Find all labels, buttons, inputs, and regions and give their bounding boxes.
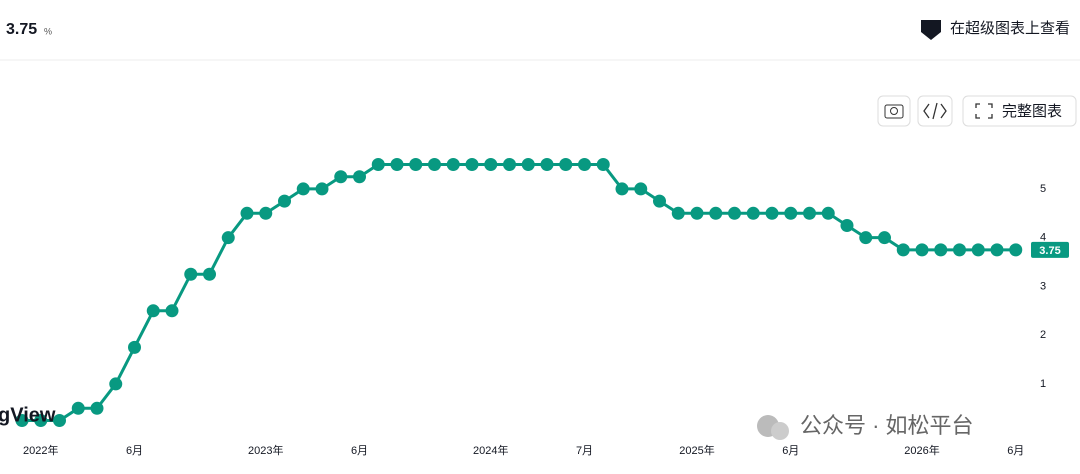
y-tick-label: 1: [1040, 378, 1046, 390]
line: [22, 163, 1016, 422]
last-value-label: 3.75: [1039, 245, 1060, 257]
last-value-badge: [1031, 241, 1069, 258]
point: [671, 206, 685, 220]
point: [821, 206, 835, 220]
point: [578, 158, 591, 172]
point: [90, 401, 104, 415]
point: [746, 206, 760, 220]
y-tick-label: 4: [1040, 232, 1046, 244]
point: [1009, 243, 1023, 257]
x-tick-label: 2025年: [679, 443, 714, 457]
point: [71, 401, 85, 415]
point: [859, 231, 873, 245]
unit: %: [44, 26, 52, 36]
camera-lens: [890, 107, 898, 115]
point: [765, 206, 779, 220]
point: [878, 231, 891, 245]
y-tick-label: 2: [1040, 329, 1046, 341]
point: [915, 243, 929, 257]
snapshot-button[interactable]: [877, 95, 911, 127]
point: [503, 158, 516, 172]
point: [203, 267, 216, 281]
point: [484, 158, 498, 172]
point: [709, 206, 723, 220]
point: [803, 206, 816, 220]
point: [371, 158, 385, 172]
point: [184, 267, 198, 281]
point: [728, 206, 741, 220]
point: [634, 182, 648, 196]
point: [428, 158, 441, 172]
y-tick-label: 5: [1040, 183, 1046, 195]
point: [296, 182, 310, 196]
point: [540, 158, 554, 172]
point: [390, 158, 404, 172]
point: [128, 340, 141, 354]
point: [409, 158, 423, 172]
point: [109, 377, 123, 391]
x-tick-label: 7月: [576, 445, 593, 457]
point: [146, 304, 160, 318]
point: [596, 158, 610, 172]
point: [465, 158, 479, 172]
point: [521, 158, 535, 172]
point: [334, 170, 348, 184]
point: [34, 413, 48, 427]
point: [840, 218, 854, 232]
x-tick-label: 2023年: [248, 443, 283, 457]
point: [953, 243, 966, 257]
x-tick-label: 6月: [351, 445, 368, 457]
point: [990, 243, 1004, 257]
open-link[interactable]: 在超级图表上查看: [950, 20, 1070, 37]
x-tick-label: 6月: [782, 445, 799, 457]
point: [240, 206, 254, 220]
point: [653, 194, 666, 208]
camera-icon: [884, 104, 904, 119]
point: [896, 243, 910, 257]
x-tick-label: 6月: [126, 445, 143, 457]
watermark-brand: gView: [0, 404, 56, 426]
x-tick-label: 6月: [1007, 445, 1024, 457]
code-icon: [923, 102, 947, 120]
point: [971, 243, 985, 257]
logo-icon: [921, 20, 941, 40]
y-tick-label: 3: [1040, 280, 1046, 292]
point: [934, 243, 948, 257]
point: [15, 413, 29, 427]
watermark-wechat: 公众号 · 如松平台: [800, 413, 974, 438]
point: [53, 413, 66, 427]
point: [221, 231, 235, 245]
point: [615, 182, 629, 196]
wechat-icon: [771, 422, 789, 440]
point: [784, 206, 798, 220]
x-tick-label: 2024年: [473, 443, 508, 457]
point: [446, 158, 460, 172]
expand-icon: [975, 103, 993, 119]
point: [315, 182, 329, 196]
point: [165, 304, 179, 318]
point: [353, 170, 366, 184]
point: [259, 206, 273, 220]
x-tick-label: 2022年: [23, 443, 58, 457]
point: [278, 194, 291, 208]
point: [559, 158, 573, 172]
last-value: 3.75: [6, 21, 37, 38]
full-chart-label[interactable]: 完整图表: [1002, 103, 1062, 120]
x-tick-label: 2026年: [904, 443, 939, 457]
logo[interactable]: 在超级图表上查看: [921, 20, 1070, 40]
point: [690, 206, 704, 220]
plot: 1 2 3 4 5 2022年 6月 2023年 6月 2024年 7月 2025年 6月 2026年 6月…: [15, 158, 1069, 457]
